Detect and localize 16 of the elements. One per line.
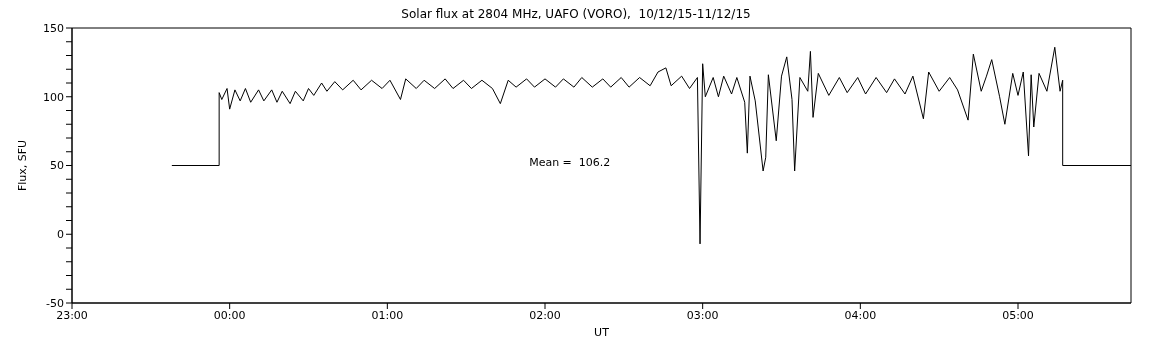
x-axis-title: UT [594, 326, 610, 339]
x-tick-label: 00:00 [213, 308, 246, 322]
y-tick-label: 0 [57, 228, 64, 242]
x-tick-label: 03:00 [686, 308, 719, 322]
x-tick-label: 02:00 [529, 308, 561, 322]
y-tick-label: -50 [46, 296, 64, 310]
y-tick-label: 50 [50, 159, 64, 173]
y-tick-label: 100 [43, 90, 64, 104]
y-tick-label: 150 [43, 21, 64, 35]
annotation: Mean = 106.2 [529, 155, 611, 169]
x-tick-label: 01:00 [371, 308, 404, 322]
chart-title: Solar flux at 2804 MHz, UAFO (VORO), 10/12/15-11/12/15 [400, 7, 752, 21]
x-tick-label: 05:00 [1002, 308, 1034, 322]
y-axis-title: Flux, SFU [15, 139, 29, 192]
x-tick-label: 04:00 [844, 308, 877, 322]
x-tick-label: 23:00 [56, 308, 88, 322]
